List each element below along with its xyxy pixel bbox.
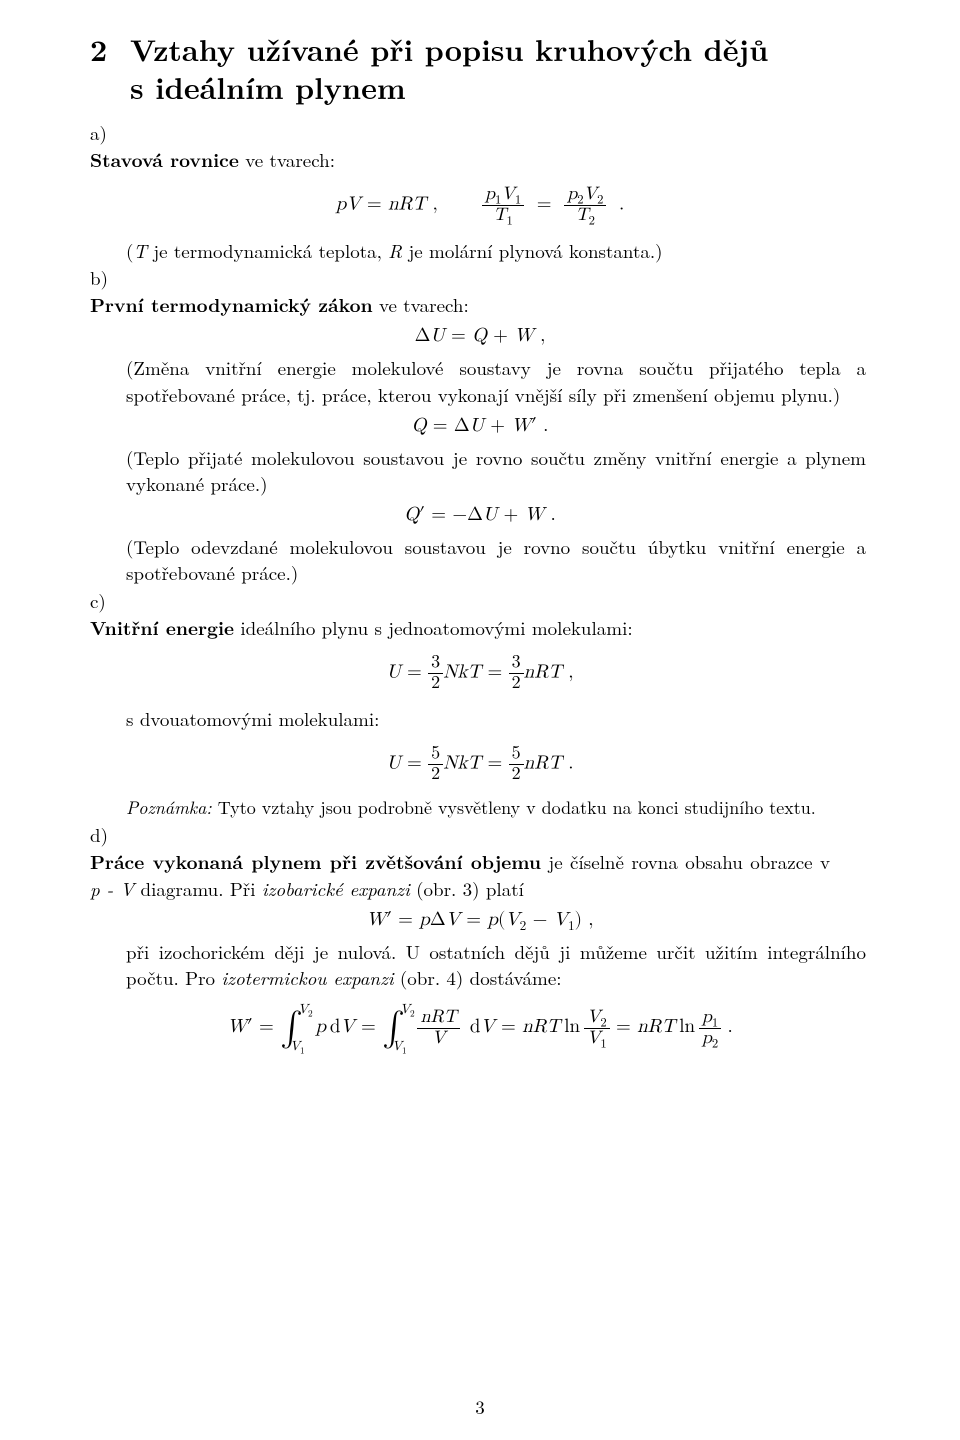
item-b-intro: První termodynamický zákon ve tvarech: bbox=[90, 291, 830, 318]
item-d-para-mid-2: (obr. 4) dostáváme: bbox=[394, 964, 562, 991]
item-d-formula1: W′ = pΔV = p(V2 − V1) , bbox=[90, 908, 870, 931]
item-a: a) Stavová rovnice ve tvarech: bbox=[90, 119, 870, 173]
item-b-intro-bold: První termodynamický zákon bbox=[90, 290, 373, 318]
item-b: b) První termodynamický zákon ve tvarech… bbox=[90, 264, 870, 318]
item-d-para-mid-italic: izotermickou expanzi bbox=[221, 964, 393, 991]
item-b-formula2: Q = ΔU + W′ . bbox=[90, 414, 870, 437]
item-d-intro-bold: Práce vykonaná plynem při zvětšování obj… bbox=[90, 847, 541, 875]
item-b-label: b) bbox=[90, 264, 126, 291]
item-c-mid: s dvouatomovými molekulami: bbox=[126, 706, 866, 732]
section-number: 2 bbox=[90, 30, 130, 68]
item-a-intro: Stavová rovnice ve tvarech: bbox=[90, 146, 830, 173]
item-a-intro-bold: Stavová rovnice bbox=[90, 145, 239, 173]
item-d-label: d) bbox=[90, 821, 126, 848]
item-c-formula1: U = 32NkT = 32nRT , bbox=[90, 653, 870, 694]
item-b-para2: (Teplo přijaté molekulovou soustavou je … bbox=[126, 445, 866, 497]
item-a-note-T: T bbox=[133, 237, 147, 264]
item-d-intro: Práce vykonaná plynem při zvětšování obj… bbox=[90, 848, 830, 901]
item-b-formula3: Q′ = −ΔU + W . bbox=[90, 503, 870, 526]
item-d-intro-rest3: (obr. 3) platí bbox=[410, 875, 524, 902]
item-a-note: (T je termodynamická teplota, R je molár… bbox=[126, 238, 866, 264]
item-d-para-mid: při izochorickém ději je nulová. U ostat… bbox=[126, 939, 866, 991]
section-title-line1: Vztahy užívané při popisu kruhových dějů bbox=[130, 27, 768, 70]
item-c-note-italic: Poznámka: bbox=[126, 795, 212, 820]
section-heading: 2Vztahy užívané při popisu kruhových děj… bbox=[90, 30, 870, 105]
item-c: c) Vnitřní energie ideálního plynu s jed… bbox=[90, 587, 870, 641]
item-a-note-R: R bbox=[388, 237, 402, 264]
item-d-intro-rest1: je číselně rovna obsahu obrazce v bbox=[541, 848, 830, 875]
item-d-intro-pv: p - V bbox=[90, 875, 134, 902]
item-a-formula: pV = nRT , p1V1T1 = p2V2T2 . bbox=[90, 185, 870, 226]
item-d-intro-rest2: diagramu. Při bbox=[134, 875, 262, 902]
item-a-label: a) bbox=[90, 119, 126, 146]
item-a-intro-rest: ve tvarech: bbox=[239, 146, 335, 173]
page-number: 3 bbox=[90, 1393, 870, 1420]
item-b-para3: (Teplo odevzdané molekulovou soustavou j… bbox=[126, 534, 866, 586]
item-a-note-end: je molární plynová konstanta.) bbox=[402, 237, 662, 264]
section-title-line2: s ideálním plynem bbox=[90, 68, 870, 106]
item-c-note: Poznámka: Tyto vztahy jsou podrobně vysv… bbox=[126, 796, 866, 821]
item-c-note-rest: Tyto vztahy jsou podrobně vysvětleny v d… bbox=[212, 795, 816, 820]
item-b-formula1: ΔU = Q + W , bbox=[90, 324, 870, 347]
item-c-intro-bold: Vnitřní energie bbox=[90, 613, 234, 641]
item-d-intro-italic1: izobarické expanzi bbox=[262, 875, 410, 902]
item-a-note-mid: je termodynamická teplota, bbox=[147, 237, 388, 264]
page: 2Vztahy užívané při popisu kruhových děj… bbox=[0, 0, 960, 1440]
item-b-para1: (Změna vnitřní energie molekulové sousta… bbox=[126, 355, 866, 407]
item-d: d) Práce vykonaná plynem při zvětšování … bbox=[90, 821, 870, 901]
item-c-label: c) bbox=[90, 587, 126, 614]
item-c-formula2: U = 52NkT = 52nRT . bbox=[90, 744, 870, 785]
item-d-formula2: W′ = ∫ V2 V1 p dV = ∫ V2 V1 nRTV dV = nR… bbox=[90, 1007, 870, 1049]
item-b-intro-rest: ve tvarech: bbox=[373, 291, 469, 318]
item-c-intro-rest: ideálního plynu s jednoatomovými molekul… bbox=[234, 614, 633, 641]
item-c-intro: Vnitřní energie ideálního plynu s jednoa… bbox=[90, 614, 830, 641]
